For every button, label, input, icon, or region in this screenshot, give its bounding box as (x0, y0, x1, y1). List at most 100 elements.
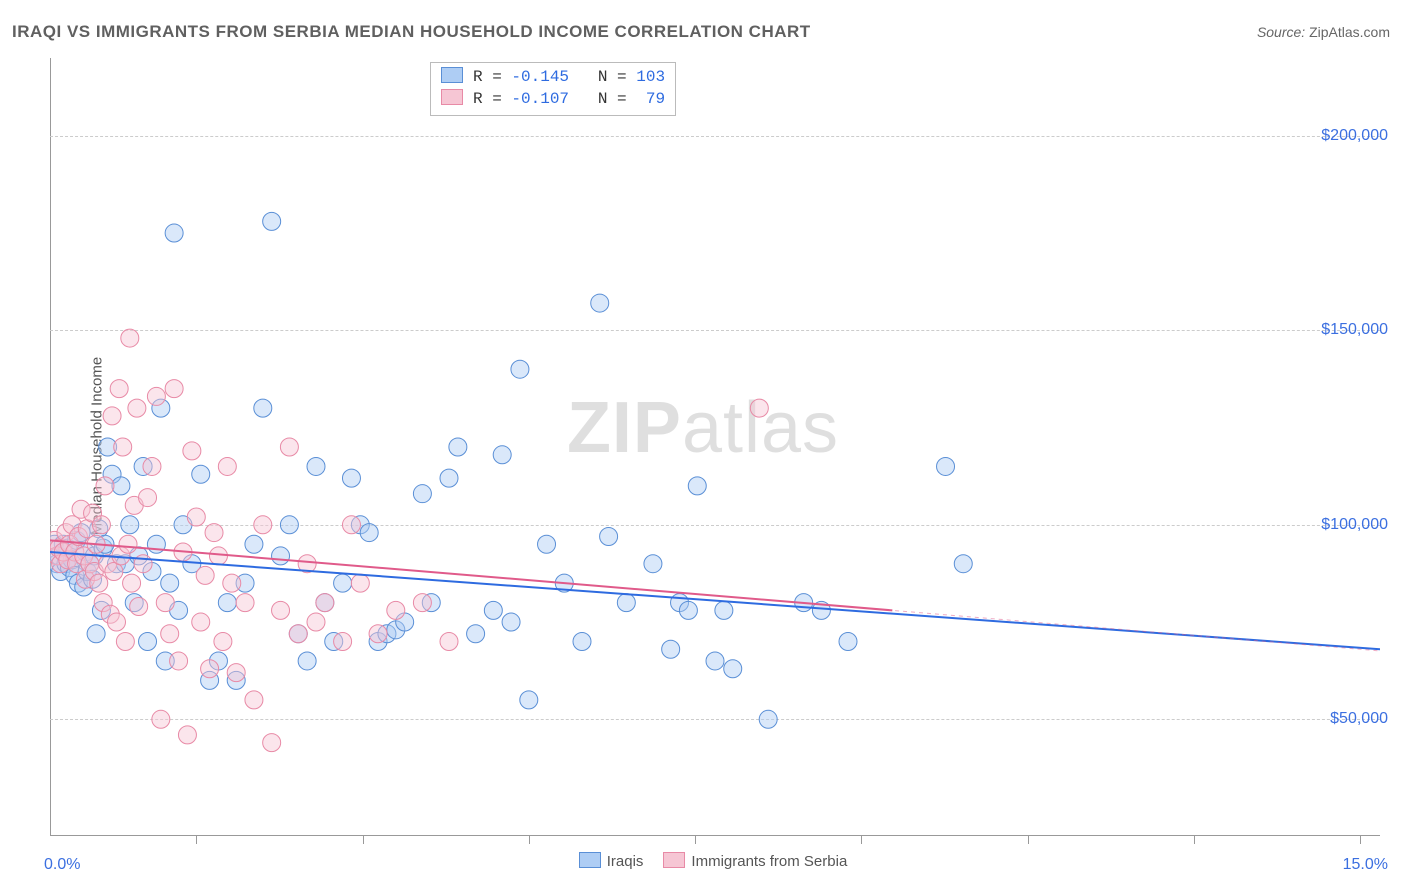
x-tick (861, 836, 862, 844)
data-point (706, 652, 724, 670)
legend-swatch (663, 852, 685, 868)
data-point (218, 594, 236, 612)
legend-swatch (441, 67, 463, 83)
source-value: ZipAtlas.com (1309, 24, 1390, 40)
data-point (165, 224, 183, 242)
data-point (484, 601, 502, 619)
data-point (119, 535, 137, 553)
x-tick (1194, 836, 1195, 844)
data-point (644, 555, 662, 573)
data-point (121, 516, 139, 534)
data-point (511, 360, 529, 378)
data-point (298, 652, 316, 670)
data-point (272, 547, 290, 565)
data-point (600, 527, 618, 545)
data-point (87, 625, 105, 643)
data-point (591, 294, 609, 312)
source-credit: Source: ZipAtlas.com (1257, 24, 1390, 40)
data-point (130, 597, 148, 615)
data-point (617, 594, 635, 612)
data-point (196, 566, 214, 584)
data-point (121, 329, 139, 347)
data-point (123, 574, 141, 592)
data-point (715, 601, 733, 619)
legend-label: Immigrants from Serbia (691, 853, 847, 870)
data-point (205, 524, 223, 542)
data-point (289, 625, 307, 643)
data-point (413, 485, 431, 503)
data-point (245, 535, 263, 553)
data-point (201, 660, 219, 678)
data-point (110, 380, 128, 398)
data-point (139, 489, 157, 507)
data-point (502, 613, 520, 631)
data-point (147, 387, 165, 405)
data-point (342, 469, 360, 487)
x-tick (196, 836, 197, 844)
data-point (413, 594, 431, 612)
legend-label: Iraqis (607, 853, 644, 870)
x-tick (363, 836, 364, 844)
data-point (307, 457, 325, 475)
data-point (112, 477, 130, 495)
data-point (937, 457, 955, 475)
data-point (263, 212, 281, 230)
data-point (116, 633, 134, 651)
x-tick (695, 836, 696, 844)
data-point (192, 613, 210, 631)
data-point (387, 601, 405, 619)
data-point (178, 726, 196, 744)
data-point (227, 664, 245, 682)
chart-container: IRAQI VS IMMIGRANTS FROM SERBIA MEDIAN H… (0, 0, 1406, 892)
data-point (187, 508, 205, 526)
data-point (759, 710, 777, 728)
data-point (316, 594, 334, 612)
data-point (161, 574, 179, 592)
data-point (280, 438, 298, 456)
data-point (750, 399, 768, 417)
x-tick (1028, 836, 1029, 844)
x-tick (1360, 836, 1361, 844)
data-point (218, 457, 236, 475)
data-point (440, 633, 458, 651)
legend-bottom: Iraqis Immigrants from Serbia (0, 852, 1406, 870)
data-point (307, 613, 325, 631)
data-point (440, 469, 458, 487)
data-point (538, 535, 556, 553)
regression-line (50, 540, 892, 610)
stats-row: R = -0.145 N = 103 (441, 66, 665, 88)
data-point (573, 633, 591, 651)
data-point (103, 407, 121, 425)
source-label: Source: (1257, 24, 1305, 40)
data-point (280, 516, 298, 534)
data-point (170, 652, 188, 670)
data-point (108, 613, 126, 631)
data-point (161, 625, 179, 643)
data-point (954, 555, 972, 573)
data-point (214, 633, 232, 651)
data-point (245, 691, 263, 709)
data-point (839, 633, 857, 651)
data-point (467, 625, 485, 643)
data-point (520, 691, 538, 709)
data-point (90, 574, 108, 592)
data-point (493, 446, 511, 464)
data-point (96, 477, 114, 495)
data-point (223, 574, 241, 592)
scatter-plot (50, 58, 1380, 836)
data-point (92, 516, 110, 534)
data-point (156, 594, 174, 612)
chart-title: IRAQI VS IMMIGRANTS FROM SERBIA MEDIAN H… (12, 22, 811, 42)
data-point (263, 734, 281, 752)
data-point (192, 465, 210, 483)
data-point (724, 660, 742, 678)
data-point (679, 601, 697, 619)
legend-swatch (579, 852, 601, 868)
x-tick (529, 836, 530, 844)
data-point (254, 399, 272, 417)
data-point (128, 399, 146, 417)
legend-swatch (441, 89, 463, 105)
data-point (342, 516, 360, 534)
data-point (272, 601, 290, 619)
data-point (236, 594, 254, 612)
